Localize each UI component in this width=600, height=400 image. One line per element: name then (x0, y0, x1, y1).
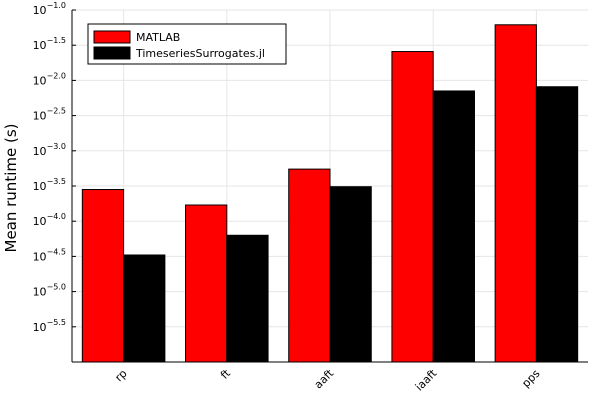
y-tick-label: 10−5.5 (33, 318, 66, 334)
bar-ft-timeseriessurrogates (226, 234, 269, 363)
y-tick-label: 10−4.5 (33, 247, 66, 263)
y-axis-label: Mean runtime (s) (2, 124, 20, 253)
legend: MATLAB TimeseriesSurrogates.jl (87, 23, 287, 65)
bar-aaft-timeseriessurrogates (329, 186, 372, 363)
y-tick-label: 10−3.0 (33, 142, 66, 158)
x-axis-ticks: rp ft aaft iaaft pps (112, 358, 543, 393)
bar-aaft-matlab (288, 168, 331, 363)
x-tick-label-aaft: aaft (312, 366, 337, 391)
y-tick-label: 10−2.5 (33, 107, 66, 123)
x-tick-label-pps: pps (519, 367, 542, 390)
bar-rp-timeseriessurrogates (123, 254, 166, 363)
bar-pps-matlab (494, 24, 537, 363)
y-tick-label: 10−2.0 (33, 71, 66, 87)
bar-iaaft-timeseriessurrogates (432, 90, 475, 363)
legend-label: TimeseriesSurrogates.jl (135, 47, 265, 60)
y-tick-label: 10−1.0 (33, 1, 66, 17)
legend-swatch (93, 46, 131, 60)
legend-label: MATLAB (136, 31, 180, 44)
y-tick-label: 10−5.0 (33, 283, 66, 299)
y-tick-label: 10−3.5 (33, 177, 66, 193)
bars (81, 24, 579, 363)
x-tick-label-rp: rp (112, 367, 129, 384)
bar-rp-matlab (81, 189, 125, 363)
bar-ft-matlab (185, 204, 228, 363)
y-axis-ticks: 10−1.0 10−1.5 10−2.0 10−2.5 10−3.0 10−3.5 10−4… (33, 1, 76, 334)
y-tick-label: 10−4.0 (33, 212, 66, 228)
y-tick-label: 10−1.5 (33, 36, 66, 52)
legend-swatch (93, 30, 131, 44)
bar-iaaft-matlab (391, 51, 434, 363)
bar-pps-timeseriessurrogates (535, 86, 579, 363)
x-tick-label-iaaft: iaaft (413, 366, 440, 393)
x-tick-label-ft: ft (218, 366, 233, 381)
